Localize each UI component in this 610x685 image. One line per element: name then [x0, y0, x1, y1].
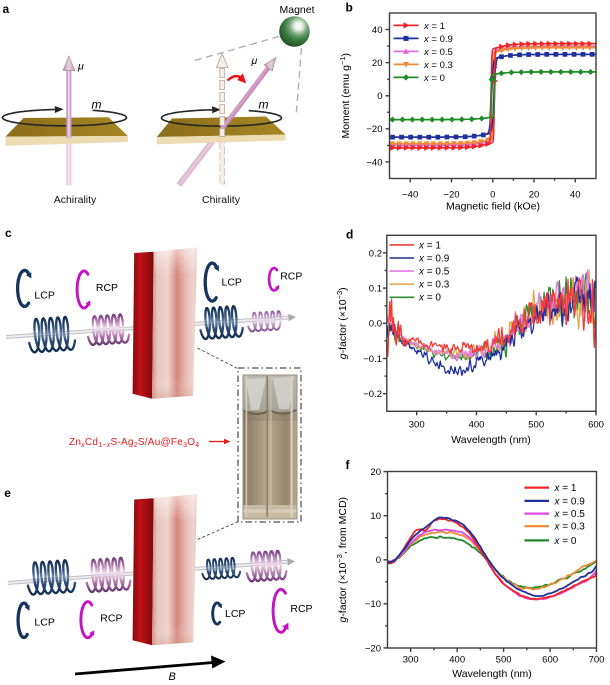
svg-text:−40: −40 — [366, 157, 382, 168]
svg-text:RCP: RCP — [100, 613, 122, 625]
svg-text:300: 300 — [403, 654, 419, 665]
svg-text:10: 10 — [370, 511, 381, 522]
svg-text:400: 400 — [449, 654, 465, 665]
svg-text:x = 1: x = 1 — [423, 21, 445, 32]
svg-text:d: d — [346, 227, 353, 241]
svg-text:300: 300 — [409, 419, 425, 430]
svg-text:x = 0.5: x = 0.5 — [418, 267, 450, 278]
svg-text:40: 40 — [372, 25, 383, 36]
svg-text:600: 600 — [588, 419, 604, 430]
svg-text:x = 0: x = 0 — [423, 73, 445, 84]
svg-text:0.1: 0.1 — [369, 284, 382, 295]
svg-text:20: 20 — [372, 58, 383, 69]
svg-text:0.2: 0.2 — [369, 248, 382, 259]
svg-text:RCP: RCP — [280, 271, 302, 283]
svg-text:g-factor (×10−3, from MCD): g-factor (×10−3, from MCD) — [335, 497, 350, 623]
svg-text:x = 0.3: x = 0.3 — [418, 280, 450, 291]
svg-text:−0.2: −0.2 — [363, 389, 382, 400]
svg-text:500: 500 — [496, 654, 512, 665]
svg-text:a: a — [3, 2, 10, 16]
svg-text:−20: −20 — [365, 643, 381, 654]
svg-text:Moment (emu g−1): Moment (emu g−1) — [338, 53, 353, 139]
svg-text:μ: μ — [251, 55, 258, 67]
svg-text:20: 20 — [529, 190, 540, 201]
svg-text:Magnetic field (kOe): Magnetic field (kOe) — [446, 201, 540, 213]
svg-text:−20: −20 — [443, 190, 459, 201]
svg-text:0: 0 — [490, 190, 495, 201]
svg-text:−40: −40 — [402, 190, 418, 201]
svg-text:x = 0.5: x = 0.5 — [423, 47, 453, 58]
svg-text:x = 1: x = 1 — [554, 483, 577, 494]
svg-text:0: 0 — [377, 91, 382, 102]
svg-text:Wavelength (nm): Wavelength (nm) — [451, 434, 531, 446]
svg-text:x = 0.9: x = 0.9 — [418, 253, 450, 264]
svg-text:LCP: LCP — [34, 616, 54, 628]
svg-text:0.0: 0.0 — [369, 319, 382, 330]
svg-text:x = 0.9: x = 0.9 — [554, 496, 586, 507]
svg-text:x = 1: x = 1 — [418, 240, 441, 251]
svg-text:m: m — [92, 98, 102, 112]
svg-text:600: 600 — [542, 654, 558, 665]
svg-text:500: 500 — [528, 419, 544, 430]
svg-text:LCP: LCP — [34, 289, 54, 301]
svg-text:x = 0.3: x = 0.3 — [554, 522, 586, 533]
svg-text:400: 400 — [469, 419, 485, 430]
svg-text:0: 0 — [376, 555, 381, 566]
svg-text:RCP: RCP — [96, 282, 118, 294]
svg-text:LCP: LCP — [225, 608, 245, 620]
svg-text:x = 0: x = 0 — [418, 293, 441, 304]
svg-text:Chirality: Chirality — [202, 194, 241, 206]
svg-text:f: f — [346, 458, 351, 472]
svg-text:−20: −20 — [366, 124, 382, 135]
svg-text:b: b — [346, 1, 353, 15]
svg-text:RCP: RCP — [290, 603, 312, 615]
svg-text:x = 0.3: x = 0.3 — [423, 60, 453, 71]
svg-text:Wavelength (nm): Wavelength (nm) — [452, 668, 532, 680]
svg-text:40: 40 — [570, 190, 581, 201]
svg-text:g-factor (×10−3): g-factor (×10−3) — [335, 287, 350, 359]
svg-text:−0.1: −0.1 — [363, 354, 382, 365]
svg-text:20: 20 — [370, 467, 381, 478]
svg-text:LCP: LCP — [222, 276, 242, 288]
svg-text:−10: −10 — [365, 599, 381, 610]
svg-text:700: 700 — [589, 654, 605, 665]
svg-text:e: e — [4, 486, 11, 500]
svg-text:B: B — [169, 671, 176, 683]
svg-text:x = 0.5: x = 0.5 — [554, 509, 586, 520]
svg-text:c: c — [5, 226, 12, 240]
svg-text:Achirality: Achirality — [54, 194, 97, 206]
svg-text:Magnet: Magnet — [279, 4, 314, 16]
svg-text:μ: μ — [77, 61, 84, 73]
svg-text:m: m — [259, 98, 269, 112]
svg-text:x = 0.9: x = 0.9 — [423, 34, 453, 45]
svg-text:x = 0: x = 0 — [554, 536, 577, 547]
